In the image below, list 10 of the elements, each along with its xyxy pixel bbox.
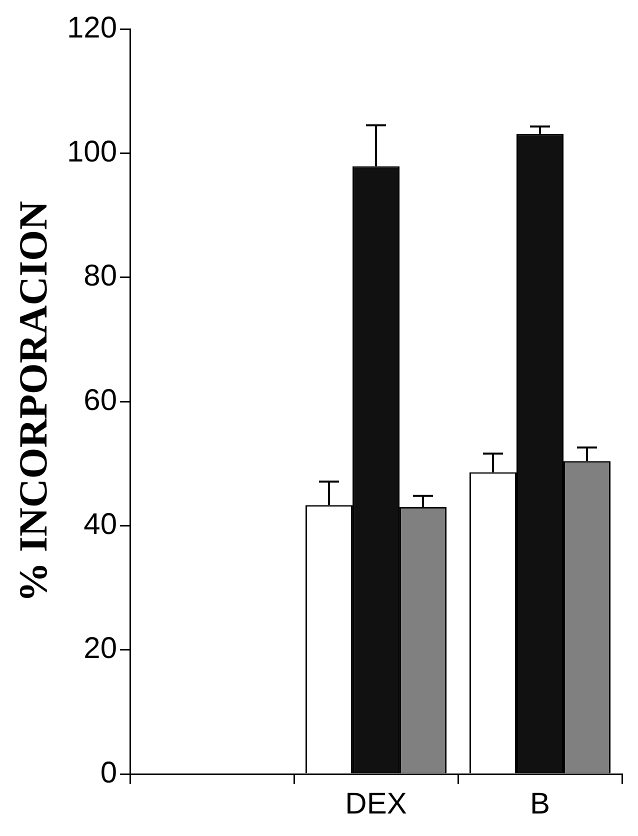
y-tick-label: 120 — [66, 11, 118, 44]
y-tick-label: 40 — [84, 508, 118, 541]
y-tick-label: 20 — [84, 632, 118, 666]
y-axis-title: % INCORPORACION — [10, 200, 56, 602]
y-tick-label: 60 — [84, 384, 118, 417]
x-tick-label: B — [530, 787, 550, 820]
y-tick-label: 80 — [84, 260, 118, 293]
y-tick-label: 100 — [66, 135, 118, 168]
y-tick-label: 0 — [100, 756, 118, 790]
x-tick-label: DEX — [345, 787, 407, 820]
